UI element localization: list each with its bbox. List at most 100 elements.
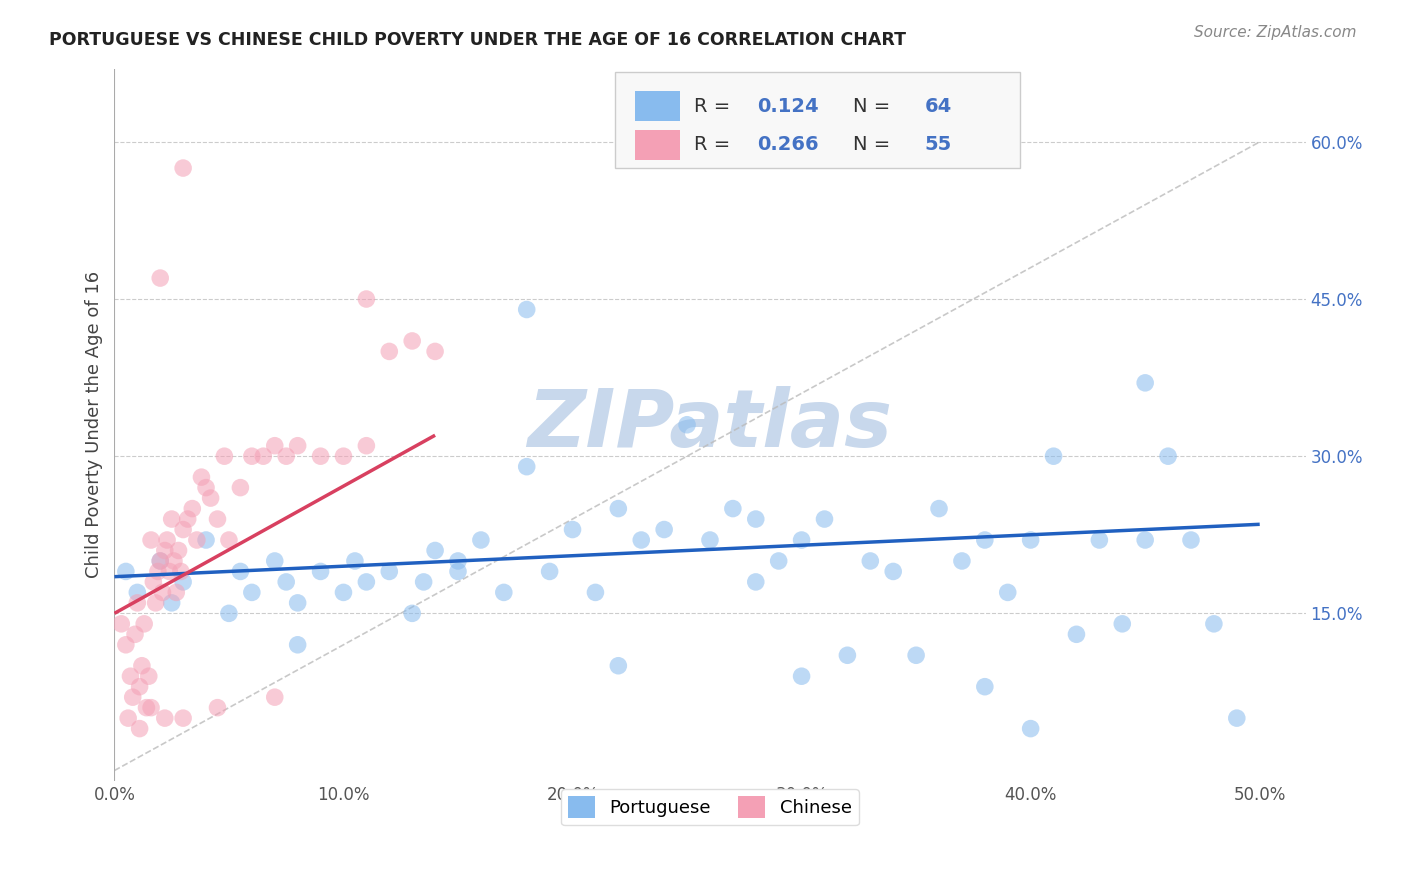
Point: [135, 700, 157, 714]
Point: [276, 449, 298, 463]
Bar: [636, 91, 681, 121]
Point: [790, 669, 813, 683]
Text: 64: 64: [924, 96, 952, 116]
Point: [790, 533, 813, 547]
Point: [110, 616, 132, 631]
Point: [172, 574, 194, 589]
Point: [309, 449, 332, 463]
Point: [117, 711, 139, 725]
Point: [128, 680, 150, 694]
Point: [378, 344, 401, 359]
Text: 55: 55: [924, 136, 952, 154]
Point: [229, 481, 252, 495]
Point: [120, 669, 142, 683]
Text: 0.124: 0.124: [758, 96, 820, 116]
Point: [343, 554, 366, 568]
Point: [218, 533, 240, 547]
Bar: [636, 130, 681, 160]
Point: [157, 565, 180, 579]
Point: [240, 585, 263, 599]
Point: [190, 470, 212, 484]
Point: [165, 585, 187, 599]
Point: [447, 565, 470, 579]
Text: R =: R =: [695, 96, 737, 116]
Text: PORTUGUESE VS CHINESE CHILD POVERTY UNDER THE AGE OF 16 CORRELATION CHART: PORTUGUESE VS CHINESE CHILD POVERTY UNDE…: [49, 31, 907, 49]
Point: [172, 161, 194, 175]
Point: [160, 512, 183, 526]
Point: [138, 669, 160, 683]
Point: [332, 585, 354, 599]
Point: [447, 554, 470, 568]
Point: [195, 481, 218, 495]
Point: [207, 700, 229, 714]
Point: [149, 554, 172, 568]
Point: [134, 616, 156, 631]
Point: [160, 596, 183, 610]
Point: [1180, 533, 1202, 547]
Point: [200, 491, 222, 505]
Point: [167, 543, 190, 558]
Text: N =: N =: [853, 136, 897, 154]
Point: [1133, 533, 1156, 547]
Point: [973, 533, 995, 547]
Point: [287, 596, 309, 610]
Point: [332, 449, 354, 463]
Point: [1226, 711, 1249, 725]
Point: [583, 585, 606, 599]
Point: [127, 596, 149, 610]
Text: Source: ZipAtlas.com: Source: ZipAtlas.com: [1194, 25, 1357, 40]
Text: ZIPatlas: ZIPatlas: [527, 385, 893, 464]
Point: [1088, 533, 1111, 547]
Text: 0.266: 0.266: [758, 136, 820, 154]
FancyBboxPatch shape: [614, 72, 1019, 169]
Point: [401, 334, 423, 348]
Point: [156, 533, 179, 547]
Point: [263, 690, 285, 705]
Point: [172, 711, 194, 725]
Point: [630, 533, 652, 547]
Point: [149, 271, 172, 285]
Point: [127, 585, 149, 599]
Point: [905, 648, 928, 663]
Point: [139, 700, 162, 714]
Point: [423, 344, 446, 359]
Point: [1202, 616, 1225, 631]
Point: [1111, 616, 1133, 631]
Point: [423, 543, 446, 558]
Point: [229, 565, 252, 579]
Point: [1042, 449, 1064, 463]
Point: [177, 512, 200, 526]
Point: [181, 501, 204, 516]
Point: [252, 449, 274, 463]
Point: [813, 512, 835, 526]
Point: [309, 565, 332, 579]
Point: [356, 574, 378, 589]
Point: [997, 585, 1019, 599]
Point: [1019, 533, 1042, 547]
Point: [276, 574, 298, 589]
Point: [607, 501, 630, 516]
Point: [745, 574, 768, 589]
Point: [721, 501, 744, 516]
Point: [837, 648, 859, 663]
Point: [128, 722, 150, 736]
Point: [172, 523, 194, 537]
Point: [115, 565, 138, 579]
Point: [401, 607, 423, 621]
Point: [607, 658, 630, 673]
Point: [973, 680, 995, 694]
Point: [142, 574, 165, 589]
Point: [149, 554, 172, 568]
Point: [146, 565, 169, 579]
Point: [378, 565, 401, 579]
Point: [121, 690, 143, 705]
Point: [652, 523, 675, 537]
Point: [1019, 722, 1042, 736]
Point: [859, 554, 882, 568]
Point: [170, 565, 193, 579]
Point: [516, 302, 538, 317]
Point: [218, 607, 240, 621]
Point: [131, 658, 153, 673]
Point: [214, 449, 236, 463]
Point: [195, 533, 218, 547]
